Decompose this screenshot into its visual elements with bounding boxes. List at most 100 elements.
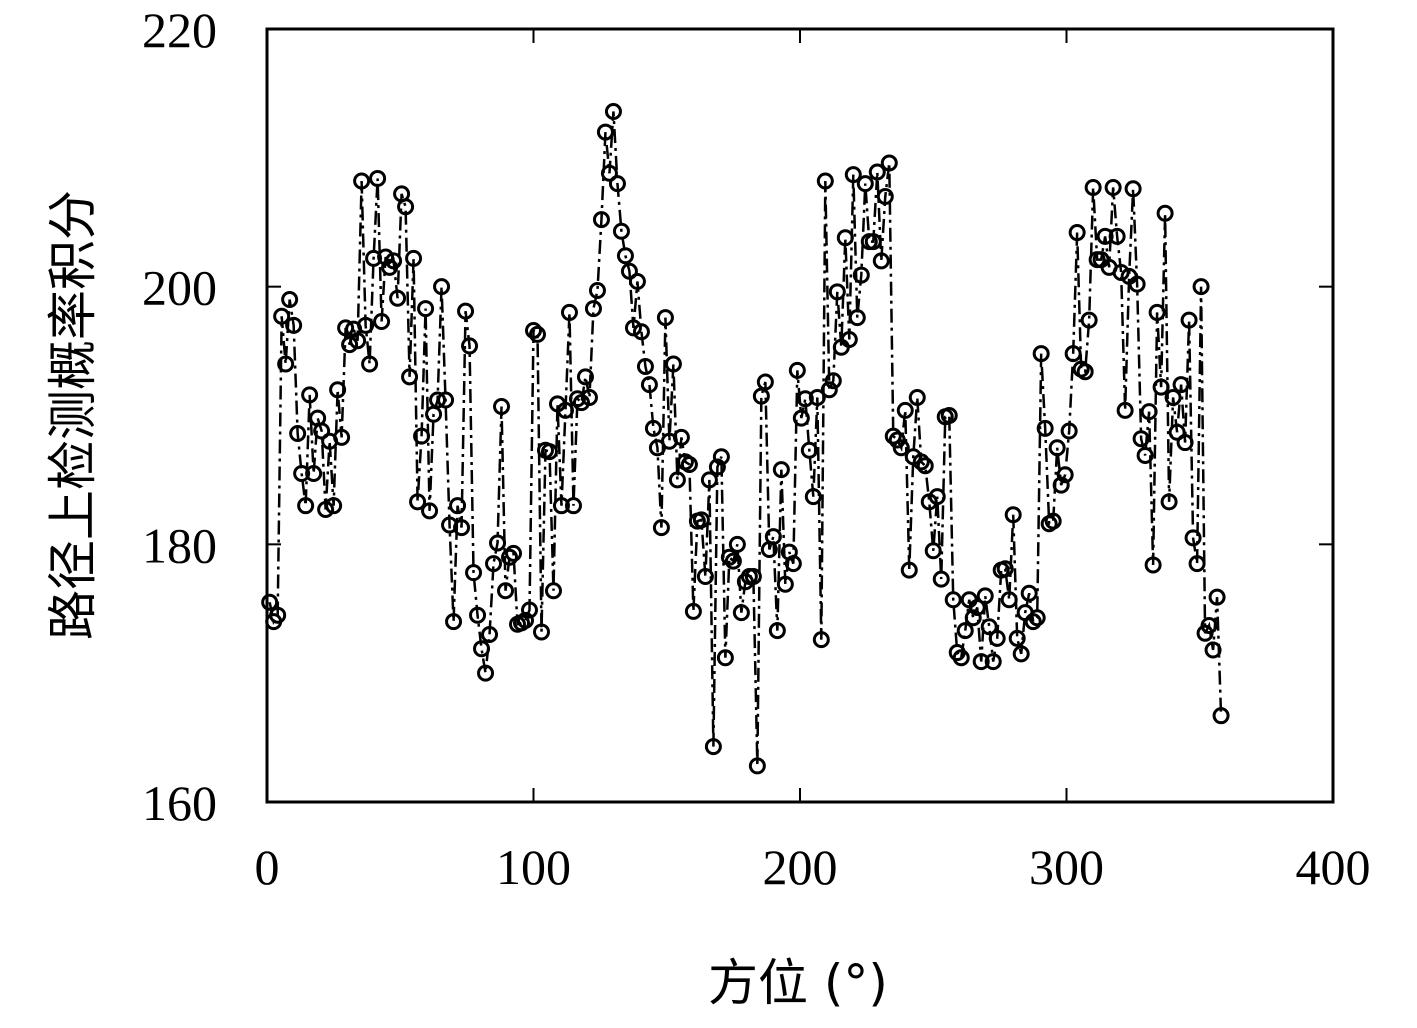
data-point bbox=[377, 248, 395, 266]
data-point bbox=[473, 640, 491, 658]
data-point bbox=[437, 391, 455, 409]
data-point bbox=[968, 598, 986, 616]
data-point bbox=[1160, 493, 1178, 511]
data-point bbox=[461, 337, 479, 355]
data-point bbox=[880, 154, 898, 172]
data-point bbox=[1212, 707, 1230, 725]
data-point bbox=[361, 355, 379, 373]
data-point bbox=[560, 303, 578, 321]
data-point bbox=[293, 464, 311, 482]
data-point bbox=[892, 439, 910, 457]
data-point bbox=[696, 568, 714, 586]
data-point bbox=[305, 464, 323, 482]
data-point bbox=[337, 319, 355, 337]
data-point bbox=[405, 249, 423, 267]
data-point bbox=[628, 273, 646, 291]
data-point bbox=[373, 312, 391, 330]
data-point bbox=[449, 497, 467, 515]
data-point bbox=[341, 336, 359, 354]
data-point bbox=[477, 664, 495, 682]
data-point bbox=[453, 519, 471, 537]
data-point bbox=[1012, 645, 1030, 663]
data-point bbox=[868, 163, 886, 181]
data-point bbox=[481, 626, 499, 644]
data-point bbox=[588, 282, 606, 300]
data-point bbox=[700, 471, 718, 489]
data-point bbox=[489, 534, 507, 552]
data-point bbox=[269, 606, 287, 624]
data-point bbox=[852, 266, 870, 284]
data-point bbox=[1008, 629, 1026, 647]
data-point bbox=[469, 606, 487, 624]
data-point bbox=[417, 300, 435, 318]
data-point bbox=[497, 582, 515, 600]
data-point bbox=[1108, 227, 1126, 245]
data-point bbox=[353, 172, 371, 190]
data-point bbox=[744, 568, 762, 586]
data-point bbox=[596, 123, 614, 141]
data-point bbox=[544, 582, 562, 600]
data-point bbox=[493, 397, 511, 415]
data-point bbox=[680, 455, 698, 473]
data-point bbox=[1060, 422, 1078, 440]
data-point bbox=[281, 291, 299, 309]
data-point bbox=[1104, 178, 1122, 196]
data-point bbox=[580, 388, 598, 406]
data-point bbox=[1184, 529, 1202, 547]
data-point bbox=[1032, 345, 1050, 363]
data-point bbox=[485, 555, 503, 573]
x-axis-label: 方位 (°) bbox=[708, 954, 888, 1012]
data-point bbox=[564, 497, 582, 515]
data-point bbox=[1180, 311, 1198, 329]
data-point bbox=[620, 262, 638, 280]
data-point bbox=[1176, 434, 1194, 452]
data-point bbox=[289, 425, 307, 443]
data-point bbox=[1080, 311, 1098, 329]
data-point bbox=[1128, 275, 1146, 293]
data-point bbox=[1116, 401, 1134, 419]
data-point bbox=[389, 289, 407, 307]
data-point bbox=[684, 602, 702, 620]
data-point bbox=[297, 497, 315, 515]
data-point bbox=[1056, 466, 1074, 484]
data-point bbox=[876, 187, 894, 205]
data-point bbox=[764, 528, 782, 546]
data-point bbox=[784, 555, 802, 573]
data-point bbox=[576, 368, 594, 386]
data-point bbox=[916, 457, 934, 475]
data-point bbox=[848, 309, 866, 327]
y-tick-label: 220 bbox=[142, 2, 217, 58]
y-tick-label: 180 bbox=[142, 517, 217, 573]
data-point bbox=[556, 401, 574, 419]
data-point bbox=[1208, 588, 1226, 606]
y-tick-label: 200 bbox=[142, 260, 217, 316]
data-point bbox=[836, 229, 854, 247]
data-point bbox=[896, 401, 914, 419]
data-point bbox=[273, 307, 291, 325]
data-point bbox=[1096, 227, 1114, 245]
data-point bbox=[712, 448, 730, 466]
data-point bbox=[1144, 556, 1162, 574]
data-point bbox=[528, 325, 546, 343]
data-point bbox=[1192, 278, 1210, 296]
data-point bbox=[776, 575, 794, 593]
data-point bbox=[501, 548, 519, 566]
data-point bbox=[884, 427, 902, 445]
data-point bbox=[540, 443, 558, 461]
data-point bbox=[525, 321, 542, 339]
data-point bbox=[980, 618, 998, 636]
data-point bbox=[716, 649, 734, 667]
data-point bbox=[984, 653, 1002, 671]
x-tick-label: 300 bbox=[1029, 839, 1104, 895]
data-point bbox=[788, 361, 806, 379]
data-point bbox=[816, 172, 834, 190]
data-point bbox=[1044, 512, 1062, 530]
data-point bbox=[656, 309, 674, 327]
data-point bbox=[1156, 204, 1174, 222]
data-point bbox=[532, 623, 550, 641]
data-point bbox=[1068, 224, 1086, 242]
data-point bbox=[421, 502, 439, 520]
data-point bbox=[261, 593, 279, 611]
data-point bbox=[1188, 555, 1206, 573]
